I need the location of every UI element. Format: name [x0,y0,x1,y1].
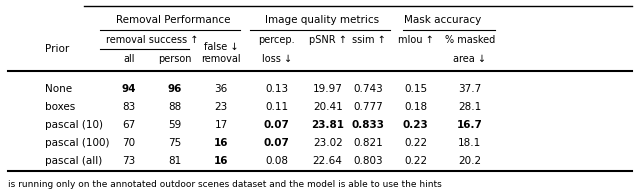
Text: ssim ↑: ssim ↑ [351,35,385,45]
Text: 36: 36 [214,84,228,94]
Text: all: all [123,54,134,64]
Text: 0.07: 0.07 [264,120,290,130]
Text: 81: 81 [168,156,181,166]
Text: area ↓: area ↓ [453,54,486,64]
Text: 23: 23 [214,102,228,112]
Text: removal: removal [202,54,241,64]
Text: 18.1: 18.1 [458,138,481,148]
Text: Prior: Prior [45,44,69,54]
Text: Image quality metrics: Image quality metrics [266,15,380,25]
Text: 0.777: 0.777 [353,102,383,112]
Text: 0.07: 0.07 [264,138,290,148]
Text: pascal (100): pascal (100) [45,138,109,148]
Text: 88: 88 [168,102,181,112]
Text: pascal (all): pascal (all) [45,156,102,166]
Text: 37.7: 37.7 [458,84,481,94]
Text: 17: 17 [214,120,228,130]
Text: pSNR ↑: pSNR ↑ [308,35,347,45]
Text: is running only on the annotated outdoor scenes dataset and the model is able to: is running only on the annotated outdoor… [8,180,442,189]
Text: Removal Performance: Removal Performance [116,15,230,25]
Text: 0.18: 0.18 [404,102,427,112]
Text: 0.08: 0.08 [265,156,288,166]
Text: % masked: % masked [445,35,495,45]
Text: 0.821: 0.821 [353,138,383,148]
Text: 0.13: 0.13 [265,84,288,94]
Text: 0.11: 0.11 [265,102,288,112]
Text: loss ↓: loss ↓ [262,54,292,64]
Text: 94: 94 [122,84,136,94]
Text: 16: 16 [214,156,228,166]
Text: 20.41: 20.41 [313,102,342,112]
Text: boxes: boxes [45,102,75,112]
Text: 0.803: 0.803 [354,156,383,166]
Text: 19.97: 19.97 [313,84,342,94]
Text: Mask accuracy: Mask accuracy [404,15,481,25]
Text: 0.15: 0.15 [404,84,427,94]
Text: 16: 16 [214,138,228,148]
Text: 83: 83 [122,102,136,112]
Text: 0.22: 0.22 [404,156,427,166]
Text: 20.2: 20.2 [458,156,481,166]
Text: false ↓: false ↓ [204,42,239,52]
Text: None: None [45,84,72,94]
Text: pascal (10): pascal (10) [45,120,102,130]
Text: 0.23: 0.23 [403,120,428,130]
Text: percep.: percep. [259,35,295,45]
Text: 23.81: 23.81 [311,120,344,130]
Text: 0.743: 0.743 [353,84,383,94]
Text: 23.02: 23.02 [313,138,342,148]
Text: 73: 73 [122,156,136,166]
Text: removal success ↑: removal success ↑ [106,35,198,45]
Text: 16.7: 16.7 [457,120,483,130]
Text: person: person [158,54,191,64]
Text: 59: 59 [168,120,181,130]
Text: 0.833: 0.833 [352,120,385,130]
Text: 0.22: 0.22 [404,138,427,148]
Text: 70: 70 [122,138,136,148]
Text: 22.64: 22.64 [313,156,342,166]
Text: 67: 67 [122,120,136,130]
Text: 96: 96 [168,84,182,94]
Text: 75: 75 [168,138,181,148]
Text: mIou ↑: mIou ↑ [397,35,433,45]
Text: 28.1: 28.1 [458,102,481,112]
